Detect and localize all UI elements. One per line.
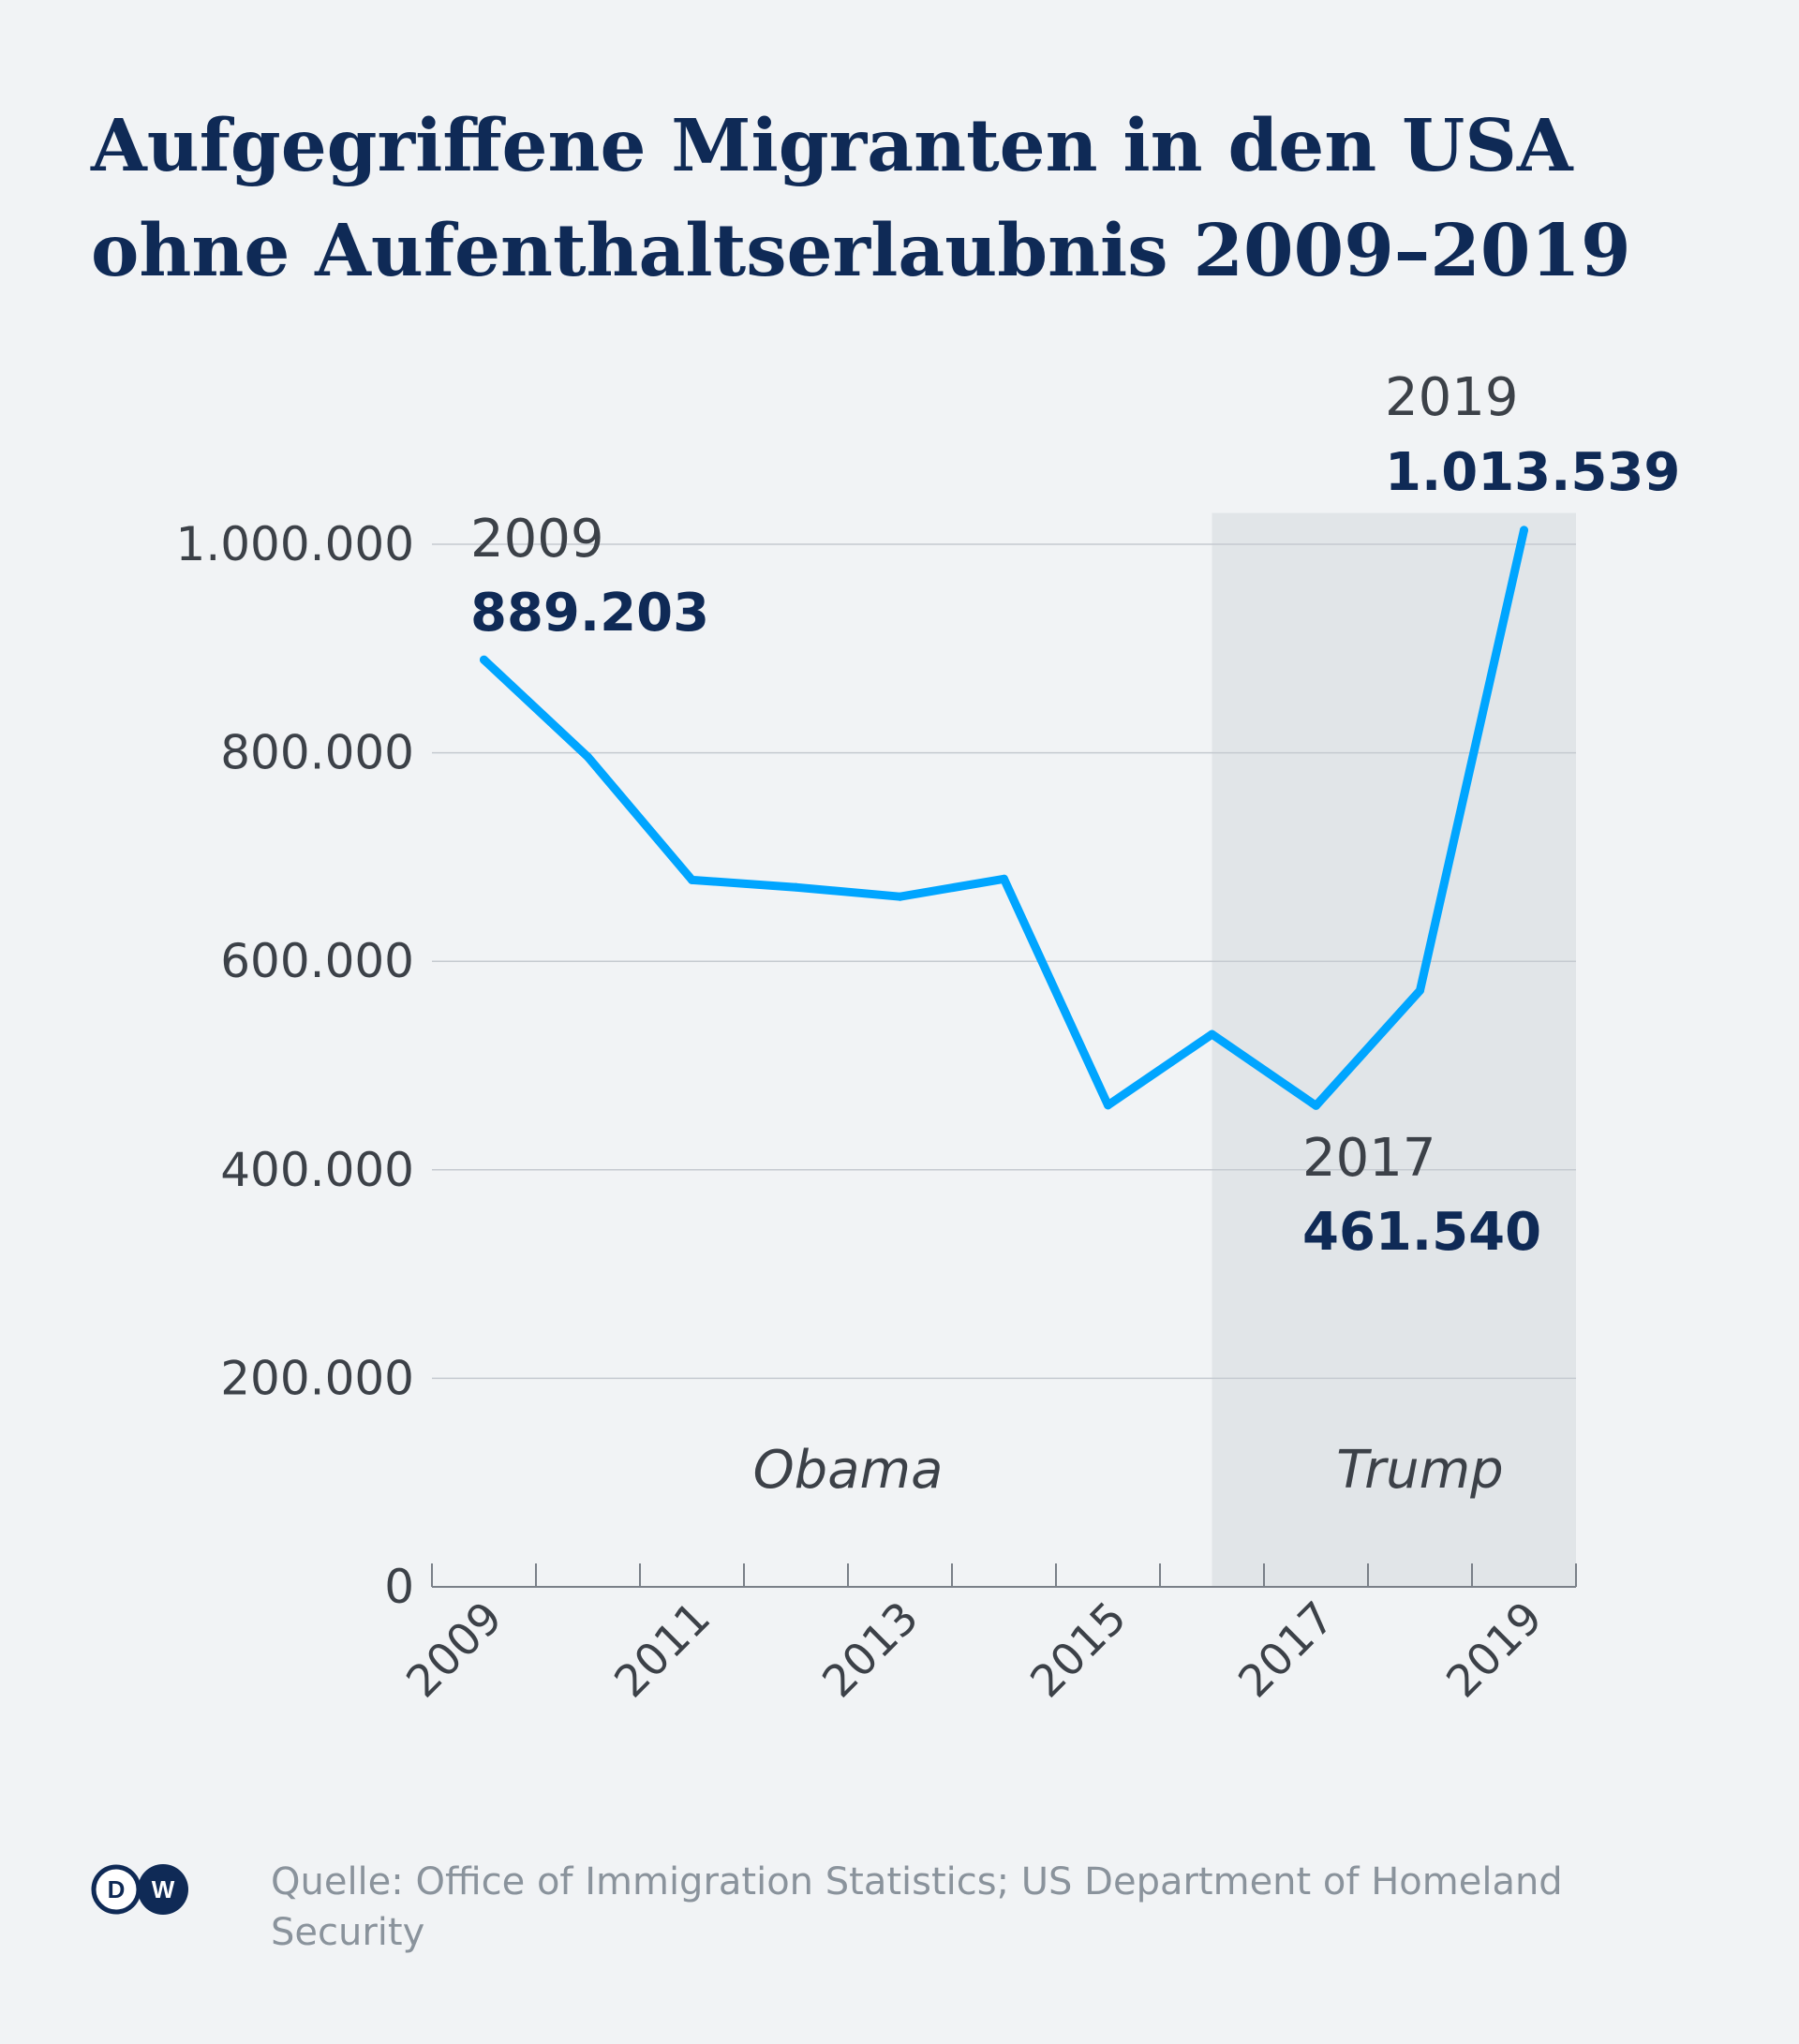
shade-layer [1212,512,1576,1587]
period-label-obama: Obama [753,1440,944,1501]
x-tick-label: 2011 [605,1592,721,1708]
x-tick-label: 2017 [1229,1592,1345,1708]
data-point [792,882,800,892]
period-labels: Obama Trump [753,1440,1504,1501]
line-chart: 0 200.000 400.000 600.000 800.000 1.000.000 2… [176,367,1681,1708]
annotation-value-2017: 461.540 [1302,1202,1541,1263]
data-point [1208,1029,1216,1039]
y-axis-tick-labels: 0 200.000 400.000 600.000 800.000 1.000.000 [176,517,414,1614]
data-annotations: 2009 889.203 2017 461.540 2019 1.013.539 [470,367,1680,1263]
source-note: Quelle: Office of Immigration Statistics… [271,1860,1563,1954]
dw-logo-icon: D W [91,1864,188,1915]
data-point [1416,985,1424,995]
x-tick-label: 2015 [1021,1592,1137,1708]
data-point [896,892,904,901]
y-tick-label: 600.000 [220,934,414,988]
x-axis-tick-labels: 2009 2011 2013 2015 2017 2019 [397,1592,1553,1708]
x-axis [431,1563,1577,1588]
annotation-value-2019: 1.013.539 [1385,442,1680,503]
data-point [1520,526,1528,535]
data-point [480,655,488,664]
x-tick-label: 2013 [813,1592,929,1708]
data-point [584,752,592,762]
y-tick-label: 400.000 [220,1143,414,1197]
svg-text:W: W [152,1875,175,1903]
y-tick-label: 0 [384,1560,414,1614]
svg-text:D: D [108,1875,126,1903]
trump-period-shade [1212,512,1576,1587]
annotation-year-2017: 2017 [1302,1128,1436,1189]
gridlines [432,543,1576,1380]
series-line [480,526,1528,1110]
y-tick-label: 200.000 [220,1351,414,1405]
annotation-value-2009: 889.203 [470,583,709,644]
chart-title-line-2: ohne Aufenthaltserlaubnis 2009–2019 [91,209,1631,293]
chart-title-line-1: Aufgegriffene Migranten in den USA [91,104,1573,188]
annotation-year-2009: 2009 [470,509,604,570]
chart-title: Aufgegriffene Migranten in den USA ohne … [91,94,1740,304]
x-tick-label: 2009 [397,1592,513,1708]
y-tick-label: 1.000.000 [176,517,414,571]
data-point [688,875,696,884]
x-tick-label: 2019 [1437,1592,1553,1708]
data-point [1104,1101,1112,1110]
y-tick-label: 800.000 [220,726,414,780]
period-label-trump: Trump [1336,1440,1503,1501]
data-point [1000,874,1008,883]
data-point [1312,1101,1320,1110]
annotation-year-2019: 2019 [1385,367,1519,428]
